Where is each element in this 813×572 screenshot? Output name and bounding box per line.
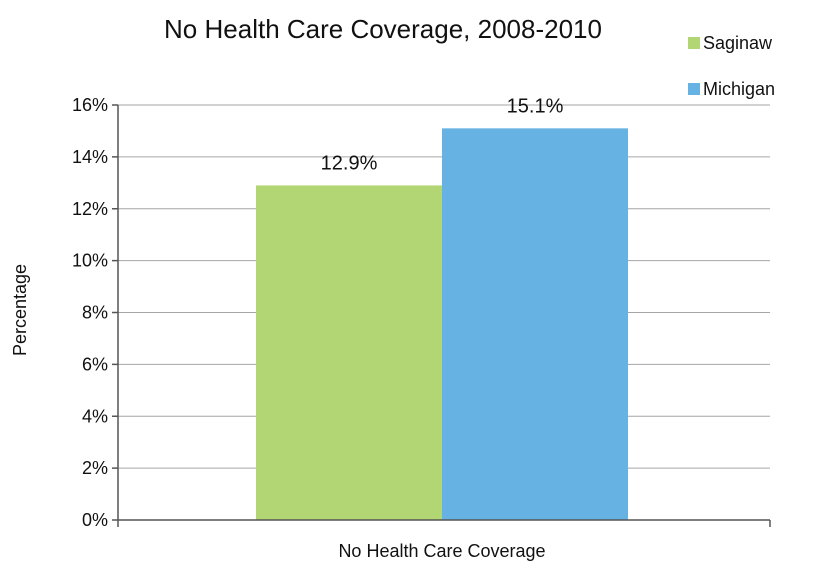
y-axis-label: Percentage	[10, 264, 30, 356]
y-tick-label: 8%	[82, 303, 108, 323]
y-tick-label: 10%	[72, 251, 108, 271]
y-tick-label: 12%	[72, 199, 108, 219]
y-tick-label: 16%	[72, 95, 108, 115]
y-axis-ticks: 0% 2% 4% 6% 8% 10% 12% 14% 16%	[72, 95, 118, 530]
legend-label-michigan: Michigan	[703, 79, 775, 99]
data-label-saginaw: 12.9%	[321, 152, 378, 174]
data-labels: 12.9% 15.1%	[321, 95, 564, 174]
legend-label-saginaw: Saginaw	[703, 33, 773, 53]
y-tick-label: 4%	[82, 406, 108, 426]
legend-item-michigan: Michigan	[688, 79, 775, 99]
legend-item-saginaw: Saginaw	[688, 33, 773, 53]
y-tick-label: 0%	[82, 510, 108, 530]
chart-title: No Health Care Coverage, 2008-2010	[164, 14, 602, 44]
bar-saginaw	[256, 185, 442, 520]
bar-michigan	[442, 128, 628, 520]
bars	[256, 128, 628, 520]
x-category-label: No Health Care Coverage	[338, 541, 545, 561]
data-label-michigan: 15.1%	[507, 95, 564, 117]
legend: Saginaw Michigan	[688, 33, 775, 99]
y-tick-label: 14%	[72, 147, 108, 167]
y-tick-label: 6%	[82, 354, 108, 374]
legend-swatch-saginaw	[688, 37, 700, 49]
legend-swatch-michigan	[688, 83, 700, 95]
y-tick-label: 2%	[82, 458, 108, 478]
